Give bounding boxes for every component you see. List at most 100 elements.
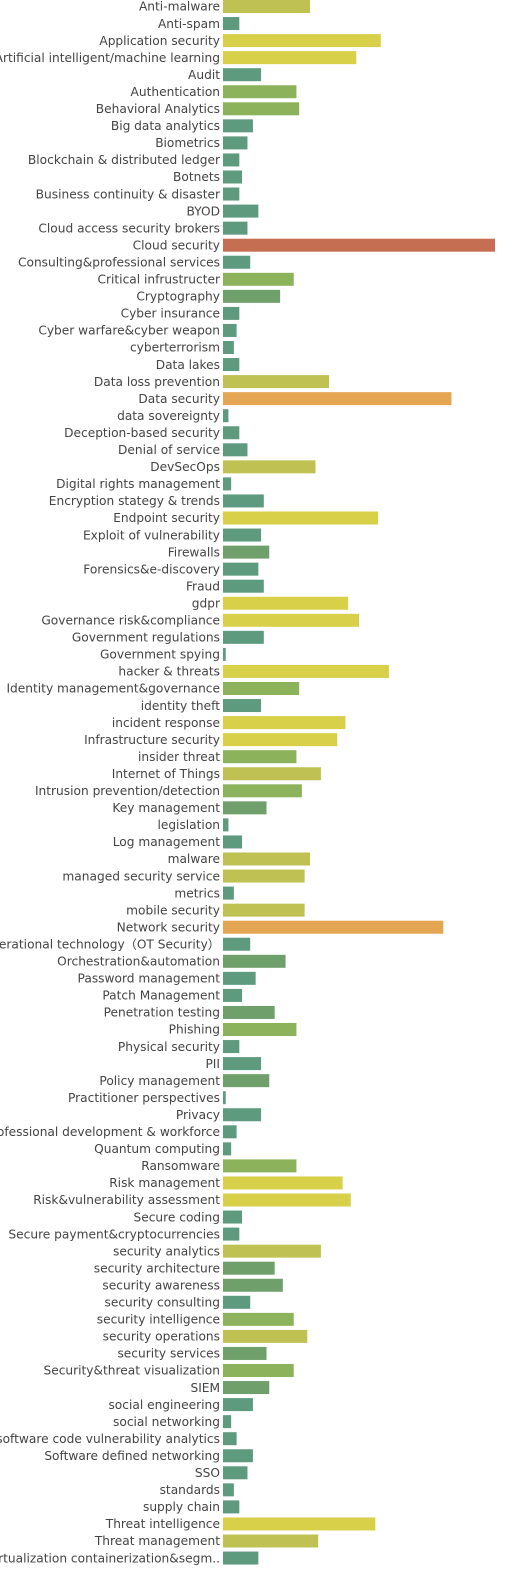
bar[interactable] <box>223 579 264 593</box>
bar[interactable] <box>223 1227 240 1241</box>
bar[interactable] <box>223 1500 240 1514</box>
category-label: Intrusion prevention/detection <box>35 784 220 798</box>
bar[interactable] <box>223 1534 319 1548</box>
bar[interactable] <box>223 460 316 474</box>
bar[interactable] <box>223 1142 232 1156</box>
bar[interactable] <box>223 818 229 832</box>
bar[interactable] <box>223 1466 248 1480</box>
category-label: hacker & threats <box>118 665 220 679</box>
bar[interactable] <box>223 784 302 798</box>
bar[interactable] <box>223 375 330 389</box>
bar[interactable] <box>223 85 297 99</box>
bar[interactable] <box>223 306 240 320</box>
bar[interactable] <box>223 852 311 866</box>
bar[interactable] <box>223 1040 240 1054</box>
bar[interactable] <box>223 801 267 815</box>
bar[interactable] <box>223 920 444 934</box>
bar[interactable] <box>223 1517 376 1531</box>
bar[interactable] <box>223 119 253 133</box>
bar[interactable] <box>223 1551 259 1565</box>
bar[interactable] <box>223 1261 275 1275</box>
bar[interactable] <box>223 358 240 372</box>
bar[interactable] <box>223 1125 237 1139</box>
bar[interactable] <box>223 733 338 747</box>
bar[interactable] <box>223 221 248 235</box>
bar[interactable] <box>223 886 234 900</box>
bar[interactable] <box>223 1329 308 1343</box>
bar[interactable] <box>223 1346 267 1360</box>
bar[interactable] <box>223 341 234 354</box>
bar[interactable] <box>223 477 232 491</box>
bar[interactable] <box>223 1415 232 1429</box>
bar[interactable] <box>223 1244 321 1258</box>
bar[interactable] <box>223 1193 351 1207</box>
bar[interactable] <box>223 1159 297 1173</box>
bar[interactable] <box>223 1176 343 1190</box>
bar[interactable] <box>223 1074 270 1088</box>
bar[interactable] <box>223 68 262 82</box>
bar[interactable] <box>223 204 259 218</box>
bar[interactable] <box>223 562 259 576</box>
bar[interactable] <box>223 1432 237 1446</box>
bar[interactable] <box>223 971 256 985</box>
bar[interactable] <box>223 289 281 303</box>
bar[interactable] <box>223 664 389 678</box>
bar[interactable] <box>223 1381 270 1395</box>
bar[interactable] <box>223 699 262 713</box>
bar[interactable] <box>223 1295 251 1309</box>
bar[interactable] <box>223 34 381 48</box>
bar[interactable] <box>223 596 349 610</box>
bar[interactable] <box>223 630 264 644</box>
bar[interactable] <box>223 51 357 65</box>
bar[interactable] <box>223 1005 275 1019</box>
bar[interactable] <box>223 170 243 184</box>
bar[interactable] <box>223 835 243 849</box>
bar[interactable] <box>223 17 240 31</box>
bar[interactable] <box>223 528 262 542</box>
bar[interactable] <box>223 238 495 252</box>
bar[interactable] <box>223 1091 226 1105</box>
bar[interactable] <box>223 1278 283 1292</box>
bar[interactable] <box>223 323 237 337</box>
bar[interactable] <box>223 716 346 730</box>
bar[interactable] <box>223 647 226 661</box>
category-label: social networking <box>113 1415 220 1429</box>
bar[interactable] <box>223 1023 297 1036</box>
bar[interactable] <box>223 988 243 1002</box>
bar[interactable] <box>223 1210 243 1224</box>
bar[interactable] <box>223 545 270 559</box>
category-label: Governance risk&compliance <box>41 614 220 628</box>
bar[interactable] <box>223 494 264 508</box>
bar[interactable] <box>223 1312 294 1326</box>
bar[interactable] <box>223 409 229 423</box>
bar[interactable] <box>223 937 251 951</box>
bar[interactable] <box>223 1364 294 1377</box>
bar[interactable] <box>223 682 300 695</box>
bar[interactable] <box>223 1108 262 1122</box>
bar[interactable] <box>223 954 286 968</box>
bar[interactable] <box>223 392 452 406</box>
category-label: Audit <box>188 68 220 82</box>
bar[interactable] <box>223 903 305 917</box>
bar[interactable] <box>223 272 294 286</box>
category-label: Government regulations <box>72 631 220 645</box>
bar[interactable] <box>223 102 300 116</box>
bar[interactable] <box>223 1057 262 1071</box>
bar[interactable] <box>223 0 311 13</box>
bar[interactable] <box>223 1449 253 1463</box>
category-label: Physical security <box>118 1040 220 1054</box>
bar[interactable] <box>223 511 379 525</box>
bar[interactable] <box>223 613 359 627</box>
bar[interactable] <box>223 187 240 201</box>
bar[interactable] <box>223 153 240 167</box>
bar[interactable] <box>223 426 240 440</box>
bar[interactable] <box>223 750 297 764</box>
category-label: incident response <box>112 716 220 730</box>
bar[interactable] <box>223 767 321 781</box>
bar[interactable] <box>223 1398 253 1412</box>
bar[interactable] <box>223 136 248 150</box>
bar[interactable] <box>223 443 248 457</box>
bar[interactable] <box>223 255 251 269</box>
bar[interactable] <box>223 1483 234 1497</box>
bar[interactable] <box>223 869 305 883</box>
